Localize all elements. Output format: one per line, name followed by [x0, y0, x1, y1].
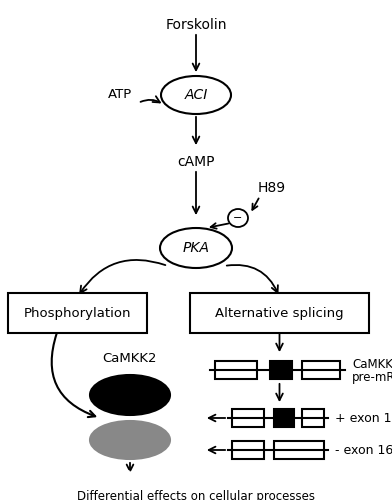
FancyBboxPatch shape	[274, 441, 324, 459]
FancyBboxPatch shape	[232, 441, 264, 459]
Text: pre-mRNA: pre-mRNA	[352, 372, 392, 384]
FancyBboxPatch shape	[232, 409, 264, 427]
Text: Forskolin: Forskolin	[165, 18, 227, 32]
FancyBboxPatch shape	[302, 361, 340, 379]
Text: CaMKK2: CaMKK2	[103, 352, 157, 364]
Text: cAMP: cAMP	[177, 155, 215, 169]
Text: Differential effects on cellular processes
(neurite length enhanced by -E16 and
: Differential effects on cellular process…	[77, 490, 315, 500]
Ellipse shape	[228, 209, 248, 227]
FancyBboxPatch shape	[274, 409, 294, 427]
FancyBboxPatch shape	[8, 293, 147, 333]
Text: ATP: ATP	[108, 88, 132, 102]
Text: Phosphorylation: Phosphorylation	[24, 306, 131, 320]
FancyBboxPatch shape	[215, 361, 257, 379]
Text: ACI: ACI	[184, 88, 208, 102]
Text: + exon 16: + exon 16	[335, 412, 392, 424]
Text: PKA: PKA	[183, 241, 209, 255]
Ellipse shape	[90, 375, 170, 415]
Text: CaMKK2: CaMKK2	[352, 358, 392, 370]
FancyBboxPatch shape	[190, 293, 369, 333]
FancyBboxPatch shape	[270, 361, 292, 379]
Text: −: −	[233, 213, 243, 223]
FancyBboxPatch shape	[302, 409, 324, 427]
Ellipse shape	[90, 421, 170, 459]
Text: H89: H89	[258, 181, 286, 195]
Text: - exon 16: - exon 16	[335, 444, 392, 456]
Text: Alternative splicing: Alternative splicing	[215, 306, 344, 320]
